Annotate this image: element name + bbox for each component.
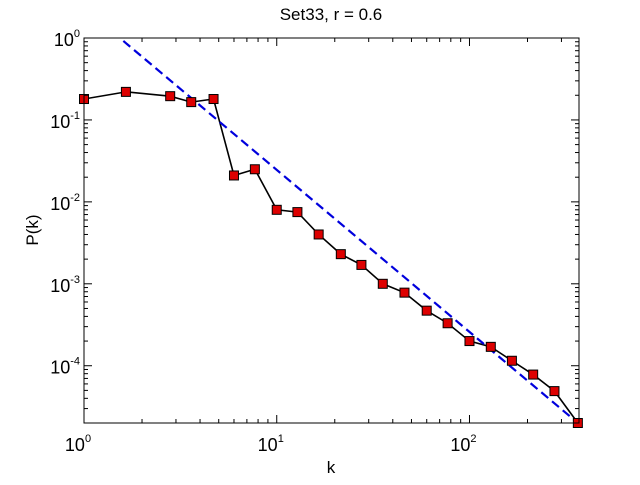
data-point-marker [228, 170, 239, 181]
data-point-marker [292, 207, 303, 218]
y-tick-label: 100 [54, 28, 80, 50]
data-point-marker [356, 259, 367, 270]
series-line [84, 91, 579, 423]
y-tick-label: 10-1 [50, 110, 80, 132]
data-point-marker [442, 318, 453, 329]
fit-line [122, 40, 579, 423]
data-point-marker [549, 386, 560, 397]
data-point-marker [528, 369, 539, 380]
data-point-marker [165, 91, 176, 102]
tick-label-layer: 100 101 102 100 10-1 10-2 10-3 10-4 [50, 28, 476, 455]
y-tick-label: 10-4 [50, 356, 80, 378]
data-point-marker [313, 229, 324, 240]
y-tick-label: 10-3 [50, 274, 80, 296]
series-layer [84, 40, 579, 423]
data-point-marker [421, 305, 432, 316]
y-axis-label: P(k) [23, 214, 42, 245]
tick-layer [83, 37, 579, 424]
data-point-marker [399, 287, 410, 298]
data-point-marker [271, 204, 282, 215]
data-point-marker [485, 341, 496, 352]
data-point-marker [506, 355, 517, 366]
x-axis-label: k [327, 458, 336, 477]
x-tick-label: 100 [65, 433, 91, 455]
x-tick-label: 102 [450, 433, 476, 455]
plot-frame [83, 37, 580, 424]
data-point-marker [249, 164, 260, 175]
y-tick-label: 10-2 [50, 192, 80, 214]
data-point-marker [464, 336, 475, 347]
data-point-marker [186, 97, 197, 108]
plot-area [84, 38, 579, 423]
data-point-marker [335, 249, 346, 260]
data-point-marker [208, 94, 219, 105]
x-tick-label: 101 [258, 433, 284, 455]
chart-title: Set33, r = 0.6 [280, 5, 383, 24]
data-point-marker [120, 86, 131, 97]
data-point-marker [377, 278, 388, 289]
